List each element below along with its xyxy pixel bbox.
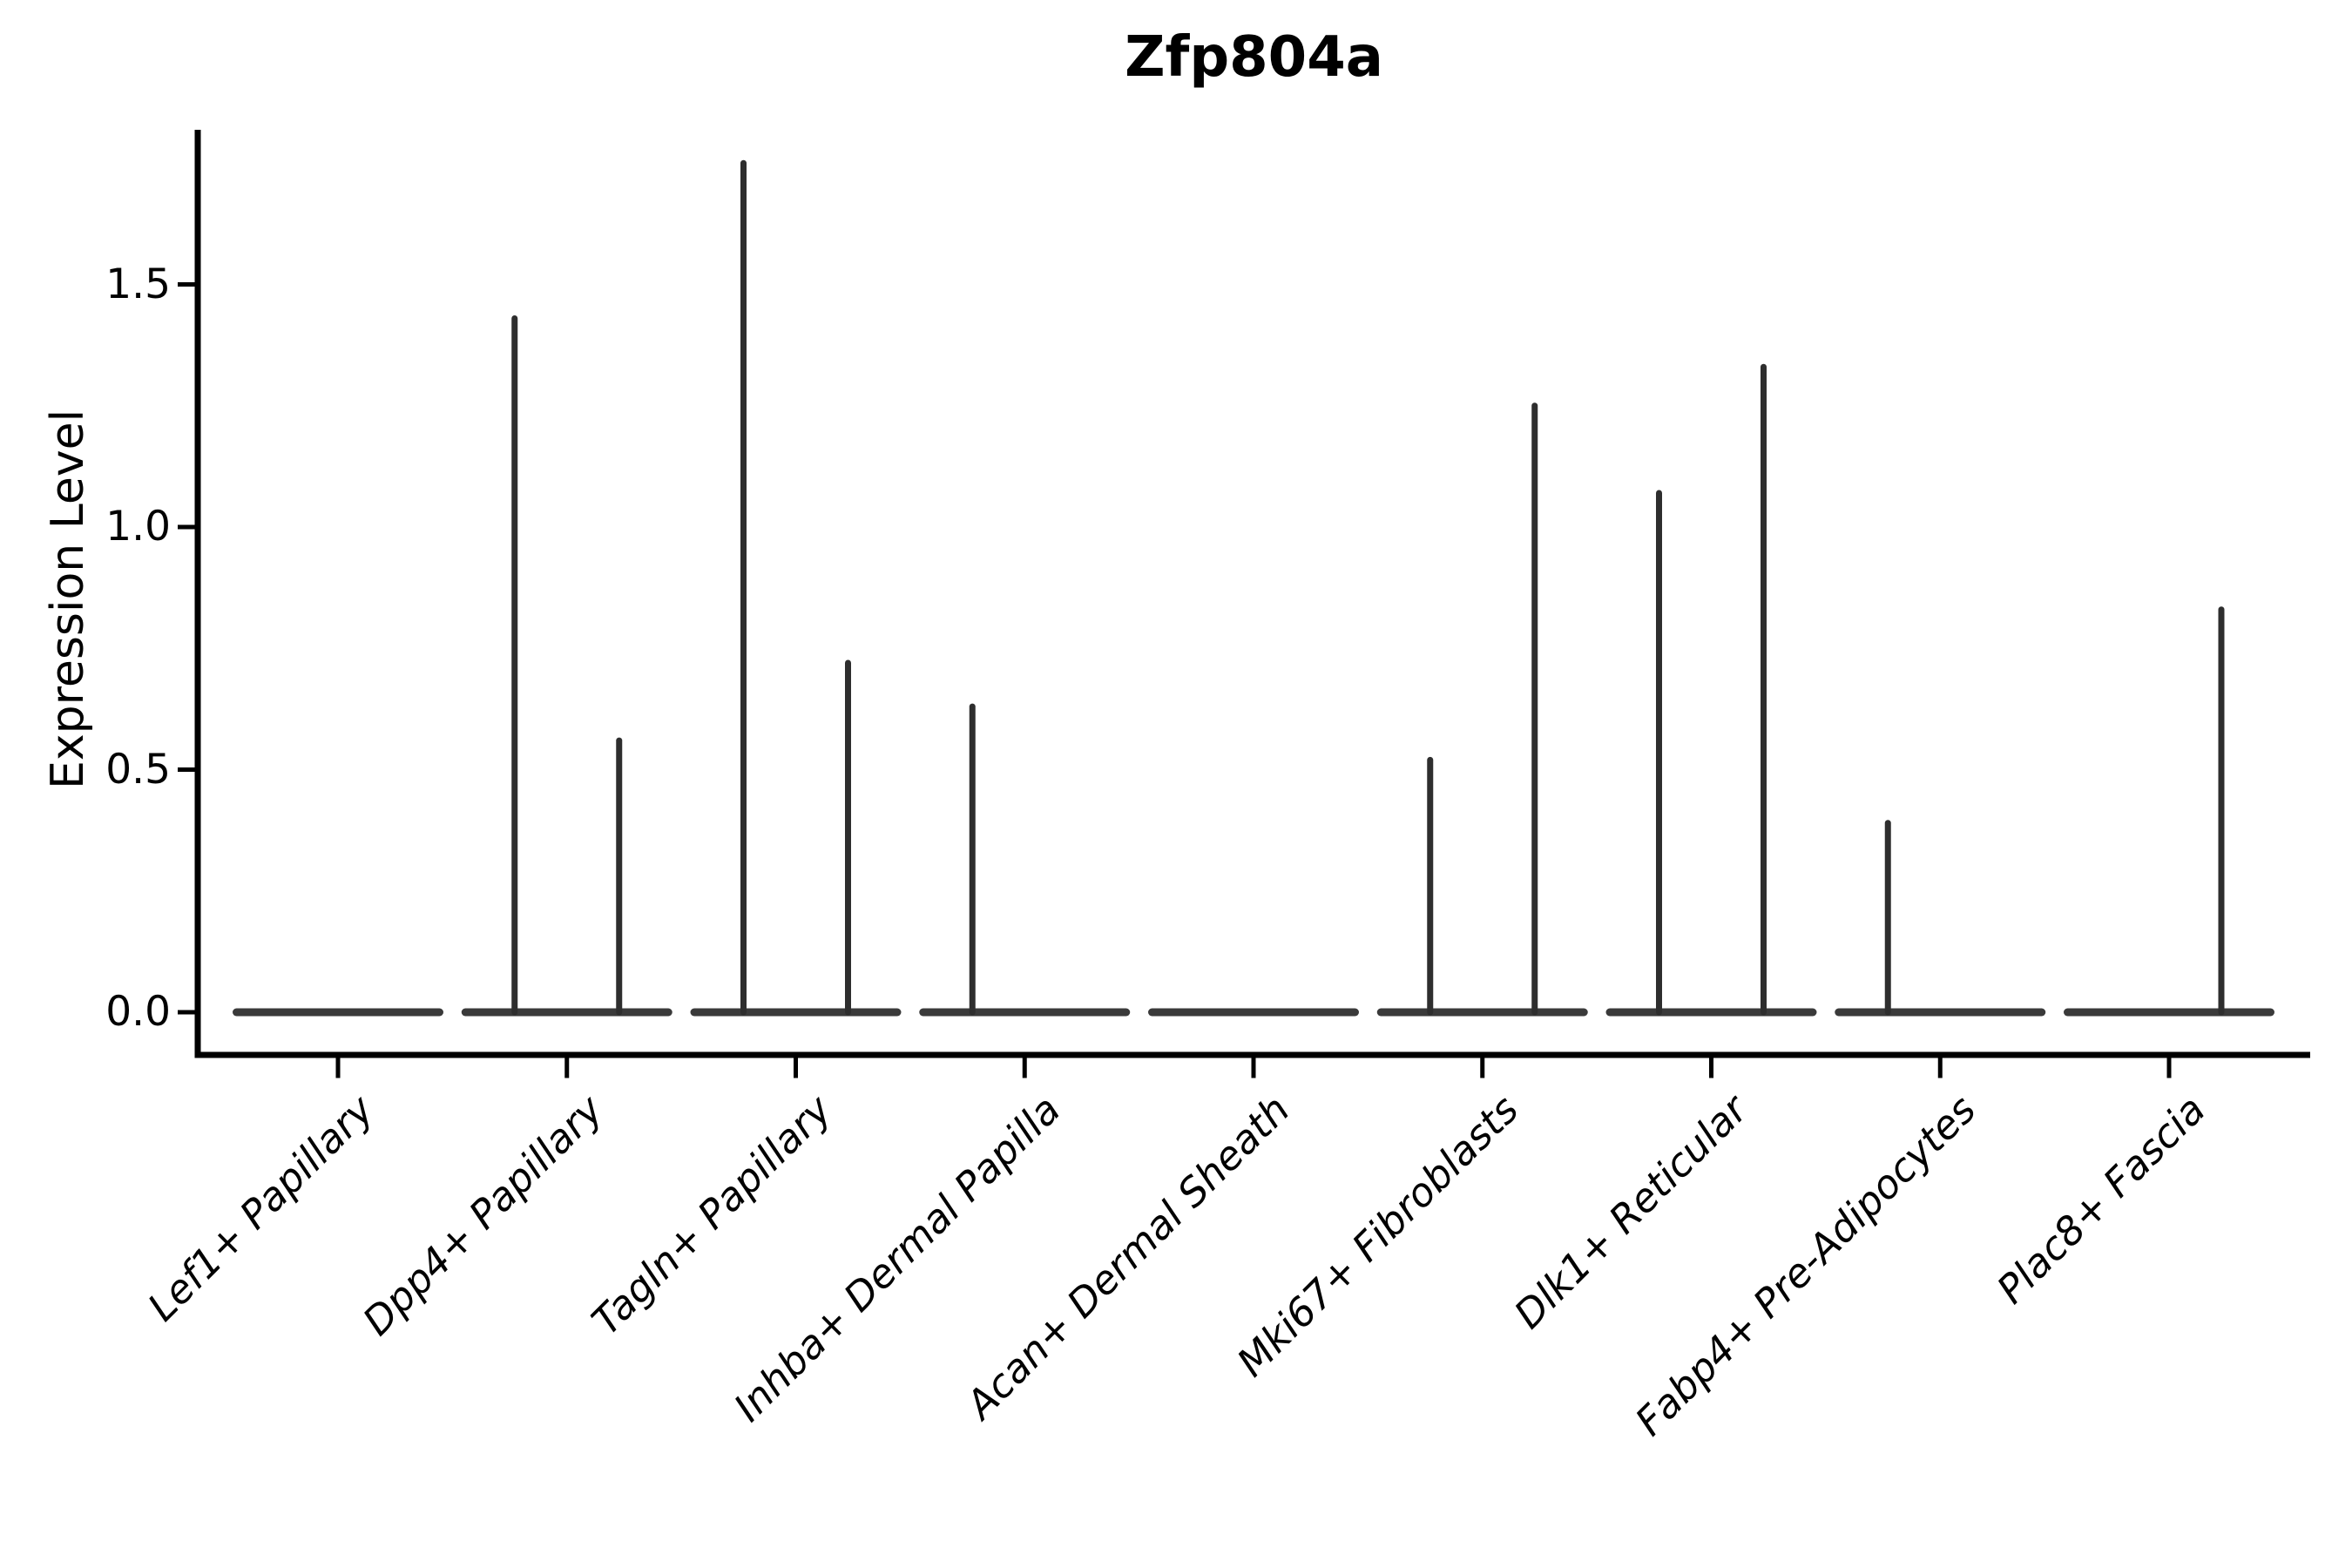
violin-body: [1376, 1008, 1588, 1017]
y-tick-label: 1.0: [105, 503, 171, 551]
violin-body: [2064, 1008, 2274, 1017]
chart-title: Zfp804a: [1125, 25, 1383, 90]
y-tick-label: 0.5: [105, 745, 171, 794]
violin-body: [233, 1008, 443, 1017]
violin-body: [1835, 1008, 2046, 1017]
violin-body: [461, 1008, 672, 1017]
violin-body: [1148, 1008, 1359, 1017]
y-tick-label: 1.5: [105, 260, 171, 308]
violin-body: [690, 1008, 902, 1017]
y-axis-label: Expression Level: [42, 409, 94, 790]
y-tick-label: 0.0: [105, 988, 171, 1036]
violin-body: [919, 1008, 1131, 1017]
violin-body: [1605, 1008, 1817, 1017]
